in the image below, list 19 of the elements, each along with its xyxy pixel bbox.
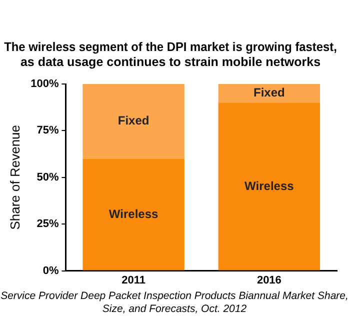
series-label: Fixed: [254, 86, 285, 100]
series-label: Wireless: [108, 206, 158, 221]
x-tick-label: 2016: [256, 274, 282, 286]
text: as data usage continues to strain mobile networks: [20, 54, 321, 69]
bar: [218, 84, 320, 103]
y-tick-label: 100%: [30, 78, 59, 90]
bar: [82, 84, 184, 159]
text: Fixed: [118, 114, 150, 128]
y-tick-label: 25%: [36, 218, 59, 230]
x-tick-label: 2011: [122, 274, 146, 286]
bar: [218, 102, 320, 270]
y-axis-title: Share of Revenue: [7, 125, 22, 230]
text: Service Provider Deep Packet Inspection Products Biannual Market Share, Size, and Forecasts, Oct. 2012: [0, 290, 349, 316]
bar: [82, 158, 184, 270]
y-tick-label: 0%: [42, 264, 59, 277]
text: Wireless: [244, 178, 294, 193]
text: The wireless segment of the DPI market is growing fastest,: [4, 40, 337, 54]
y-tick-label: 50%: [36, 171, 59, 184]
y-tick-label: 75%: [36, 124, 59, 137]
